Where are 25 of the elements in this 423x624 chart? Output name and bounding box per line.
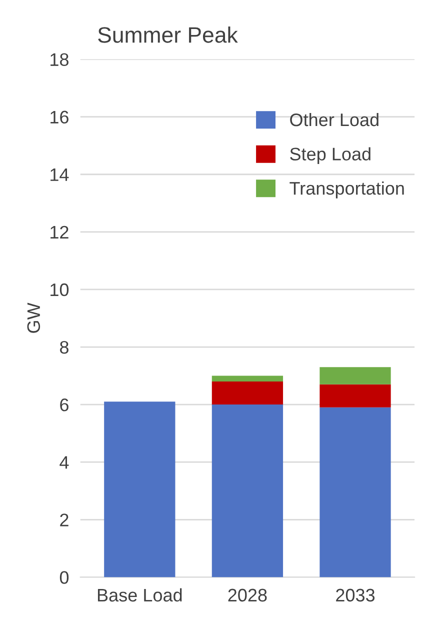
y-tick-label: 6 <box>60 398 68 412</box>
bar <box>212 376 284 382</box>
chart-title: Summer Peak <box>98 26 238 43</box>
bar <box>320 384 391 408</box>
bar <box>320 367 391 384</box>
bar <box>320 407 391 578</box>
x-tick-label: Base Load <box>98 588 182 602</box>
y-tick-label: 18 <box>50 53 68 66</box>
y-tick-label: 12 <box>50 226 68 238</box>
y-tick-label: 2 <box>60 514 68 526</box>
y-axis-title: GW <box>27 302 40 333</box>
legend-label: Other Load <box>290 112 378 126</box>
y-tick-label: 4 <box>60 456 69 469</box>
y-tick-label: 10 <box>50 283 69 296</box>
bar <box>212 382 284 405</box>
legend-label: Step Load <box>290 147 370 164</box>
y-tick-label: 14 <box>50 168 69 181</box>
bar <box>212 404 284 578</box>
y-tick-label: 8 <box>60 340 68 354</box>
legend-label: Transportation <box>290 181 404 198</box>
y-tick-label: 0 <box>60 571 69 584</box>
x-tick-label: 2033 <box>336 588 375 602</box>
y-tick-label: 16 <box>50 110 68 124</box>
x-tick-label: 2028 <box>228 588 267 602</box>
bar <box>104 402 176 578</box>
